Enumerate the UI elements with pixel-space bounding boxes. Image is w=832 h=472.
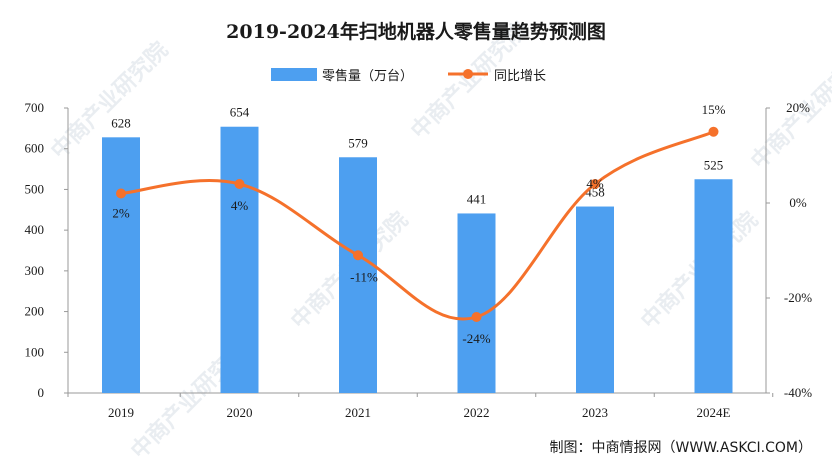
growth-point (116, 188, 126, 199)
left-axis-ticks: 0 100 200 300 400 500 600 700 (25, 100, 68, 400)
bar-value-label: 525 (704, 157, 724, 172)
left-axis-tick-label: 300 (25, 263, 45, 278)
legend-line-marker (463, 69, 473, 79)
x-axis-tick-label: 2022 (464, 405, 490, 420)
growth-value-label: -24% (462, 331, 490, 346)
bar (102, 137, 140, 393)
chart-title: 2019-2024年扫地机器人零售量趋势预测图 (226, 20, 606, 43)
bar (576, 206, 614, 393)
growth-line (120, 130, 715, 321)
right-axis-tick-label: 20% (786, 100, 810, 115)
x-axis-tick-label: 2021 (345, 405, 371, 420)
bar-value-label: 654 (230, 105, 250, 120)
left-axis-tick-label: 700 (25, 100, 45, 115)
growth-point (234, 179, 245, 189)
legend-line-label: 同比增长 (494, 69, 546, 84)
growth-value-label: -11% (350, 269, 378, 284)
legend: 零售量（万台） 同比增长 (271, 68, 546, 84)
line-series (116, 126, 719, 322)
x-axis-ticks: 2019 2020 2021 2022 2023 2024E (67, 393, 774, 420)
growth-point (708, 126, 719, 137)
left-axis-tick-label: 400 (25, 222, 45, 237)
bar (220, 126, 259, 393)
x-axis-tick-label: 2019 (108, 405, 134, 420)
right-axis-tick-label: -40% (784, 385, 812, 400)
source-text: 制图：中商情报网（WWW.ASKCI.COM） (550, 440, 812, 456)
right-axis-tick-label: -20% (784, 290, 812, 305)
bar-value-label: 628 (111, 115, 131, 130)
line-value-labels: 2% 4% -11% -24% 4% 15% (112, 102, 725, 346)
x-axis-tick-label: 2020 (227, 405, 253, 420)
growth-value-label: 2% (112, 206, 130, 221)
left-axis-tick-label: 500 (25, 181, 45, 196)
left-axis-tick-label: 200 (25, 304, 45, 319)
right-axis: 20% 0% -20% -40% (765, 100, 812, 400)
growth-point (471, 312, 482, 322)
left-axis-tick-label: 600 (25, 141, 45, 156)
x-axis-tick-label: 2023 (582, 405, 608, 420)
legend-bar-swatch (271, 68, 317, 81)
growth-value-label: 4% (586, 176, 604, 191)
left-axis-tick-label: 0 (38, 385, 45, 400)
bar-value-label: 441 (467, 191, 487, 206)
legend-bar-label: 零售量（万台） (322, 68, 413, 84)
bar-value-label: 579 (348, 135, 368, 150)
bar (694, 179, 733, 393)
growth-value-label: 4% (231, 198, 249, 213)
right-axis-tick-label: 0% (789, 195, 807, 210)
left-axis-tick-label: 100 (25, 344, 45, 359)
bar (457, 213, 496, 393)
growth-point (590, 179, 600, 189)
bar-series (102, 126, 733, 393)
right-axis-ticks: 20% 0% -20% -40% (766, 100, 812, 400)
left-axis: 0 100 200 300 400 500 600 700 (25, 100, 69, 400)
x-axis-tick-label: 2024E (697, 405, 731, 420)
bar (339, 157, 377, 393)
growth-value-label: 15% (702, 102, 726, 117)
growth-point (353, 250, 363, 261)
